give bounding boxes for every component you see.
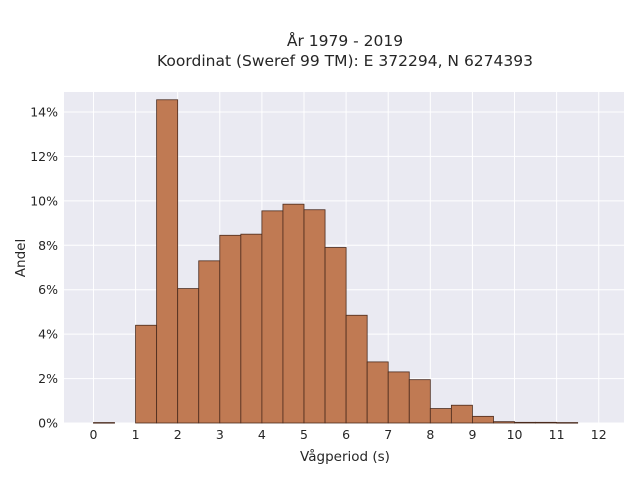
histogram-bar: [282, 203, 305, 424]
x-tick-label: 4: [258, 427, 266, 442]
histogram-bar: [387, 371, 410, 424]
histogram-bar: [93, 422, 115, 424]
y-tick-label: 10%: [30, 193, 58, 208]
y-tick-label: 8%: [38, 238, 58, 253]
y-tick-label: 6%: [38, 282, 58, 297]
x-tick-label: 5: [300, 427, 308, 442]
y-axis-label: Andel: [13, 239, 29, 277]
histogram-bar: [366, 361, 389, 424]
x-tick-label: 8: [426, 427, 434, 442]
x-tick-label: 10: [507, 427, 523, 442]
x-tick-label: 11: [549, 427, 565, 442]
histogram-bar: [345, 314, 368, 424]
x-tick-label: 9: [468, 427, 476, 442]
y-tick-label: 12%: [30, 149, 58, 164]
histogram-bar: [408, 379, 431, 424]
x-tick-label: 7: [384, 427, 392, 442]
histogram-bar: [472, 415, 494, 424]
histogram-bar: [261, 210, 284, 424]
bars: [93, 99, 579, 424]
histogram-bar: [240, 233, 263, 424]
histogram-bar: [324, 247, 347, 424]
histogram-bar: [219, 234, 242, 424]
chart-title-line-2: Koordinat (Sweref 99 TM): E 372294, N 62…: [157, 52, 533, 70]
histogram-bar: [156, 99, 179, 424]
y-tick-label: 2%: [38, 371, 58, 386]
x-tick-label: 0: [89, 427, 97, 442]
histogram-bar: [177, 288, 200, 424]
histogram-bar: [429, 408, 452, 424]
y-tick-label: 0%: [38, 416, 58, 431]
x-axis-label: Vågperiod (s): [300, 448, 390, 465]
y-axis-ticks: 0% 2% 4% 6% 8% 10% 12% 14%: [30, 104, 58, 430]
chart-title-line-1: År 1979 - 2019: [287, 31, 403, 50]
x-tick-label: 1: [132, 427, 140, 442]
histogram-bar: [303, 209, 326, 424]
histogram-bar: [450, 404, 473, 424]
histogram-bar: [514, 421, 536, 424]
y-tick-label: 14%: [30, 104, 58, 119]
histogram-bar: [535, 421, 558, 424]
x-tick-label: 12: [591, 427, 607, 442]
y-tick-label: 4%: [38, 327, 58, 342]
x-axis-ticks: 0 1 2 3 4 5 6 7 8 9 10 11 12: [89, 427, 606, 442]
histogram-bar: [556, 422, 579, 424]
histogram-bar: [198, 260, 221, 424]
x-tick-label: 6: [342, 427, 350, 442]
histogram-bar: [135, 324, 158, 424]
x-tick-label: 2: [174, 427, 182, 442]
x-tick-label: 3: [216, 427, 224, 442]
histogram-bar: [493, 421, 515, 424]
